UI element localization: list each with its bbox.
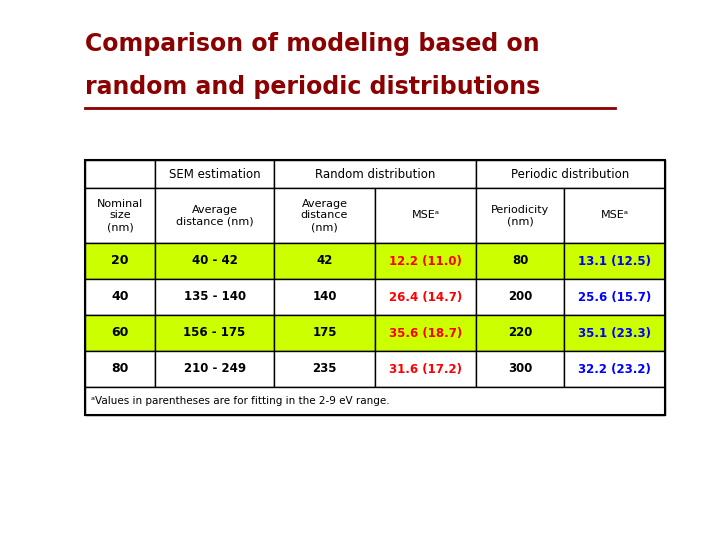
Text: Average
distance
(nm): Average distance (nm) (301, 199, 348, 232)
Bar (476, 188, 564, 243)
Text: 35.1 (23.3): 35.1 (23.3) (578, 327, 651, 340)
Bar (274, 279, 375, 315)
Bar (156, 160, 274, 188)
Bar (564, 279, 665, 315)
Text: Average
distance (nm): Average distance (nm) (176, 205, 253, 226)
Bar (274, 315, 375, 351)
Text: 200: 200 (508, 291, 532, 303)
Text: ᵃValues in parentheses are for fitting in the 2-9 eV range.: ᵃValues in parentheses are for fitting i… (91, 396, 390, 406)
Bar (375, 315, 476, 351)
Text: 12.2 (11.0): 12.2 (11.0) (389, 254, 462, 267)
Text: 156 - 175: 156 - 175 (184, 327, 246, 340)
Text: 31.6 (17.2): 31.6 (17.2) (389, 362, 462, 375)
Bar (274, 188, 375, 243)
Text: 40: 40 (112, 291, 129, 303)
Text: 140: 140 (312, 291, 337, 303)
Text: 60: 60 (112, 327, 129, 340)
Text: Nominal
size
(nm): Nominal size (nm) (97, 199, 143, 232)
Text: random and periodic distributions: random and periodic distributions (85, 75, 540, 99)
Text: Periodicity
(nm): Periodicity (nm) (491, 205, 549, 226)
Bar (476, 243, 564, 279)
Bar (85, 160, 156, 188)
Bar (274, 160, 476, 188)
Text: 26.4 (14.7): 26.4 (14.7) (389, 291, 462, 303)
Bar (274, 243, 375, 279)
Text: 80: 80 (512, 254, 528, 267)
Text: 235: 235 (312, 362, 337, 375)
Bar (564, 188, 665, 243)
Bar (85, 315, 156, 351)
Bar (85, 351, 156, 387)
Bar (476, 315, 564, 351)
Text: MSEᵃ: MSEᵃ (411, 211, 440, 220)
Text: 220: 220 (508, 327, 532, 340)
Bar (85, 188, 156, 243)
Bar (476, 160, 665, 188)
Bar (375, 188, 476, 243)
Bar (274, 351, 375, 387)
Text: 210 - 249: 210 - 249 (184, 362, 246, 375)
Text: Periodic distribution: Periodic distribution (511, 167, 630, 180)
Text: 20: 20 (112, 254, 129, 267)
Bar (85, 387, 665, 415)
Text: 25.6 (15.7): 25.6 (15.7) (578, 291, 651, 303)
Text: 40 - 42: 40 - 42 (192, 254, 238, 267)
Bar (375, 351, 476, 387)
Bar (156, 188, 274, 243)
Text: MSEᵃ: MSEᵃ (600, 211, 629, 220)
Text: 32.2 (23.2): 32.2 (23.2) (578, 362, 651, 375)
Bar (564, 315, 665, 351)
Bar (156, 351, 274, 387)
Bar (564, 243, 665, 279)
Text: 135 - 140: 135 - 140 (184, 291, 246, 303)
Text: 300: 300 (508, 362, 532, 375)
Bar (156, 243, 274, 279)
Bar (375, 243, 476, 279)
Bar (85, 243, 156, 279)
Text: 42: 42 (316, 254, 333, 267)
Bar (375, 279, 476, 315)
Bar (156, 279, 274, 315)
Text: 175: 175 (312, 327, 337, 340)
Text: 35.6 (18.7): 35.6 (18.7) (389, 327, 462, 340)
Text: 80: 80 (112, 362, 129, 375)
Text: 13.1 (12.5): 13.1 (12.5) (578, 254, 651, 267)
Text: Comparison of modeling based on: Comparison of modeling based on (85, 32, 539, 56)
Text: Random distribution: Random distribution (315, 167, 435, 180)
Bar (564, 351, 665, 387)
Bar (156, 315, 274, 351)
Bar (85, 160, 665, 415)
Bar (476, 279, 564, 315)
Bar (476, 351, 564, 387)
Text: SEM estimation: SEM estimation (168, 167, 261, 180)
Bar (85, 279, 156, 315)
